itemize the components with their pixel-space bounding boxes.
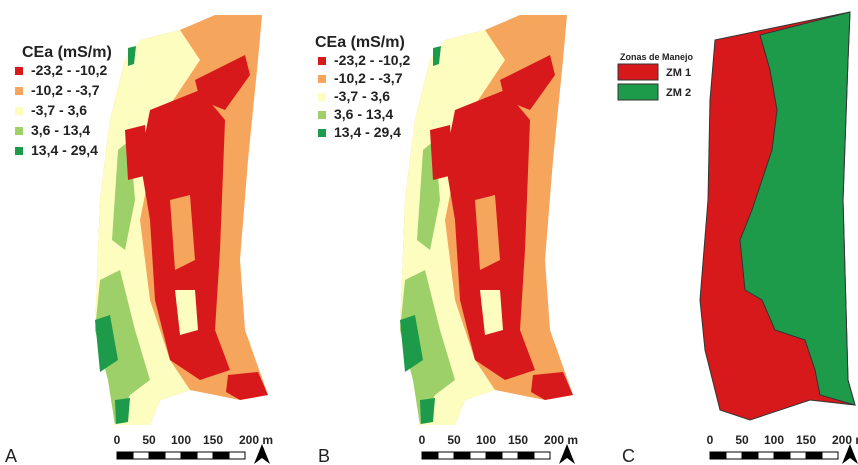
legend-title: CEa (mS/m) — [315, 34, 405, 51]
scale-segment — [165, 452, 181, 459]
north-arrow — [842, 444, 858, 464]
legend-label: 13,4 - 29,4 — [31, 142, 98, 158]
scale-segment — [454, 452, 470, 459]
legend-swatch — [15, 67, 23, 75]
scale-label: 0 — [114, 433, 121, 447]
legend-label: ZM 2 — [666, 87, 691, 99]
legend-label: 3,6 - 13,4 — [334, 106, 393, 122]
panel-label: B — [318, 446, 330, 465]
scale-segment — [726, 452, 742, 459]
north-arrow — [559, 444, 575, 464]
scale-label: 200 m — [832, 433, 858, 447]
legend-label: -3,7 - 3,6 — [334, 88, 390, 104]
legend-swatch — [318, 111, 326, 119]
scale-segment — [534, 452, 550, 459]
scale-label: 200 m — [544, 433, 578, 447]
scale-label: 150 — [796, 433, 816, 447]
legend-label: ZM 1 — [666, 67, 691, 79]
legend-title: Zonas de Manejo — [620, 52, 694, 62]
scale-label: 100 — [764, 433, 784, 447]
scale-segment — [438, 452, 454, 459]
scale-label: 0 — [707, 433, 714, 447]
legend-swatch — [15, 87, 23, 95]
page: CEa (mS/m)-23,2 - -10,2-10,2 - -3,7-3,7 … — [0, 0, 858, 465]
scale-segment — [422, 452, 438, 459]
legend-label: -10,2 - -3,7 — [31, 82, 100, 98]
scale-segment — [806, 452, 822, 459]
scale-segment — [742, 452, 758, 459]
scale-segment — [758, 452, 774, 459]
scale-label: 0 — [419, 433, 426, 447]
legend-label: 13,4 - 29,4 — [334, 124, 401, 140]
scale-segment — [822, 452, 838, 459]
legend-swatch — [318, 75, 326, 83]
legend-swatch — [618, 64, 658, 80]
legend-label: 3,6 - 13,4 — [31, 122, 90, 138]
scale-label: 100 — [171, 433, 191, 447]
legend-label: -23,2 - -10,2 — [31, 62, 107, 78]
scale-label: 50 — [735, 433, 749, 447]
legend-label: -3,7 - 3,6 — [31, 102, 87, 118]
legend-swatch — [618, 84, 658, 100]
legend-swatch — [15, 127, 23, 135]
legend-swatch — [318, 129, 326, 137]
scale-segment — [470, 452, 486, 459]
legend-title: CEa (mS/m) — [22, 44, 112, 61]
scale-segment — [518, 452, 534, 459]
scale-segment — [229, 452, 245, 459]
scale-label: 150 — [508, 433, 528, 447]
legend-swatch — [15, 147, 23, 155]
map-b — [400, 15, 573, 425]
scale-segment — [774, 452, 790, 459]
scale-segment — [117, 452, 133, 459]
scale-segment — [502, 452, 518, 459]
panel-label: C — [622, 446, 635, 465]
legend-swatch — [318, 93, 326, 101]
scale-label: 200 m — [239, 433, 273, 447]
scale-segment — [790, 452, 806, 459]
scale-segment — [197, 452, 213, 459]
scale-label: 50 — [447, 433, 461, 447]
scale-label: 150 — [203, 433, 223, 447]
scale-segment — [486, 452, 502, 459]
scale-segment — [710, 452, 726, 459]
scale-label: 100 — [476, 433, 496, 447]
legend-label: -10,2 - -3,7 — [334, 70, 403, 86]
figure: CEa (mS/m)-23,2 - -10,2-10,2 - -3,7-3,7 … — [0, 0, 858, 465]
legend-swatch — [318, 57, 326, 65]
scale-segment — [133, 452, 149, 459]
north-arrow — [254, 444, 270, 464]
map-a — [95, 15, 268, 425]
scale-segment — [213, 452, 229, 459]
legend-label: -23,2 - -10,2 — [334, 52, 410, 68]
panel-label: A — [5, 446, 17, 465]
legend-swatch — [15, 107, 23, 115]
scale-label: 50 — [142, 433, 156, 447]
scale-segment — [149, 452, 165, 459]
scale-segment — [181, 452, 197, 459]
map-c — [700, 12, 855, 420]
